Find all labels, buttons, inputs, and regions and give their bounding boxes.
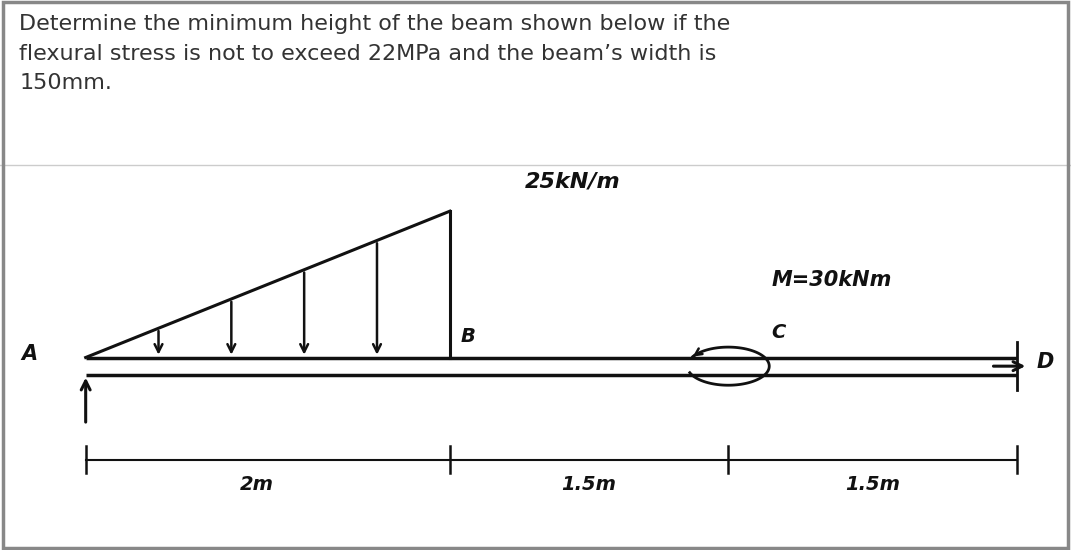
Text: C: C	[771, 323, 785, 342]
Text: A: A	[21, 344, 37, 364]
Text: D: D	[1037, 353, 1054, 372]
Text: 1.5m: 1.5m	[561, 475, 617, 494]
Text: B: B	[461, 327, 476, 346]
Text: 25kN/m: 25kN/m	[525, 172, 620, 192]
Text: 1.5m: 1.5m	[845, 475, 901, 494]
Text: 2m: 2m	[240, 475, 274, 494]
Text: M=30kNm: M=30kNm	[771, 271, 891, 290]
Text: Determine the minimum height of the beam shown below if the
flexural stress is n: Determine the minimum height of the beam…	[19, 14, 730, 94]
